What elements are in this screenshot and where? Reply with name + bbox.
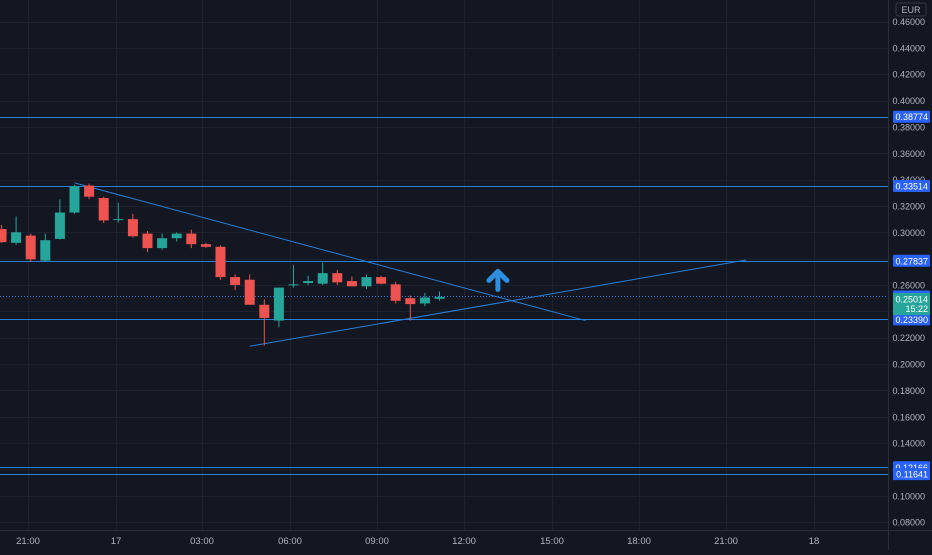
- candle-body: [0, 229, 7, 243]
- candle-body: [259, 304, 270, 318]
- candle-body: [113, 219, 124, 221]
- y-tick-label: 0.36000: [892, 149, 925, 159]
- x-tick-label: 06:00: [278, 536, 302, 547]
- y-tick-label: 0.38000: [892, 122, 925, 132]
- x-tick-label: 18:00: [627, 536, 651, 547]
- candle-body: [361, 277, 372, 287]
- price-line-label: 0.33514: [895, 182, 928, 192]
- candle-body: [171, 233, 182, 239]
- candle-body: [405, 298, 416, 305]
- price-line-label: 0.27837: [895, 256, 928, 266]
- candle-body: [127, 219, 138, 237]
- y-tick-label: 0.08000: [892, 518, 925, 528]
- candle-body: [215, 246, 226, 278]
- x-tick-label: 18: [809, 536, 820, 547]
- y-tick-label: 0.10000: [892, 491, 925, 501]
- y-tick-label: 0.44000: [892, 43, 925, 53]
- x-tick-label: 03:00: [190, 536, 214, 547]
- candle-body: [346, 281, 357, 287]
- currency-label-box[interactable]: [895, 2, 927, 17]
- x-tick-label: 21:00: [16, 536, 40, 547]
- candle-body: [40, 240, 51, 261]
- candle-body: [390, 284, 401, 301]
- candle-body: [317, 273, 328, 284]
- candle-body: [303, 281, 314, 284]
- y-tick-label: 0.18000: [892, 386, 925, 396]
- trendline[interactable]: [249, 259, 747, 347]
- y-tick-label: 0.46000: [892, 17, 925, 27]
- price-line-label-box: [893, 468, 930, 481]
- candle-body: [200, 244, 211, 247]
- price-line-label-box: [893, 110, 930, 123]
- y-tick-label: 0.42000: [892, 70, 925, 80]
- x-tick-label: 17: [111, 536, 122, 547]
- price-line-label: 0.11641: [896, 470, 928, 480]
- price-line-label-box: [893, 254, 930, 267]
- y-tick-label: 0.14000: [892, 439, 925, 449]
- x-tick-label: 12:00: [452, 536, 476, 547]
- candle-body: [11, 232, 22, 243]
- candle-body: [434, 296, 445, 299]
- y-tick-label: 0.20000: [892, 360, 925, 370]
- last-price-label: 0.25014: [895, 294, 928, 304]
- candle-body: [98, 198, 109, 221]
- x-tick-label: 21:00: [714, 536, 738, 547]
- candle-body: [54, 212, 65, 239]
- price-line-label: 0.12166: [895, 463, 928, 473]
- candle-body: [157, 238, 168, 249]
- x-tick-label: 09:00: [365, 536, 389, 547]
- candle-body: [84, 185, 95, 197]
- y-tick-label: 0.16000: [892, 412, 925, 422]
- candle-body: [25, 235, 36, 260]
- currency-label: EUR: [901, 5, 921, 15]
- candle-body: [332, 273, 343, 283]
- y-tick-label: 0.40000: [892, 96, 925, 106]
- y-tick-label: 0.26000: [892, 281, 925, 291]
- y-tick-label: 0.22000: [892, 333, 925, 343]
- price-line-label: 0.23390: [895, 315, 928, 325]
- countdown-label: 15:22: [905, 304, 928, 314]
- y-tick-label: 0.30000: [892, 228, 925, 238]
- candle-body: [244, 279, 255, 305]
- candle-body: [142, 233, 153, 249]
- candle-body: [288, 284, 299, 286]
- x-tick-label: 15:00: [540, 536, 564, 547]
- candle-body: [230, 277, 241, 285]
- candle-body: [69, 186, 80, 213]
- y-tick-label: 0.32000: [892, 201, 925, 211]
- candle-body: [419, 297, 430, 304]
- price-line-label-box: [893, 180, 930, 193]
- trendline[interactable]: [74, 182, 586, 322]
- candle-body: [186, 233, 197, 245]
- price-line-label-box: [893, 313, 930, 326]
- candle-body: [273, 287, 284, 321]
- last-price-label-box: [893, 292, 930, 315]
- price-line-label: 0.38774: [895, 112, 928, 122]
- candle-body: [376, 277, 387, 284]
